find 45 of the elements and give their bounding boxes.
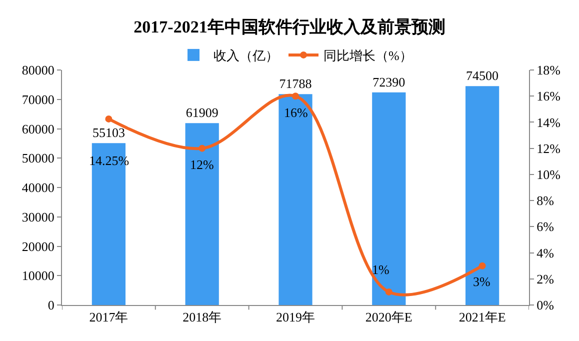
bar — [465, 86, 500, 305]
y-tick-label: 70000 — [22, 92, 54, 107]
data-label: 12% — [190, 157, 214, 172]
legend-label: 收入（亿） — [214, 48, 278, 64]
data-label: 16% — [284, 105, 308, 120]
legend-label: 同比增长（%） — [324, 48, 412, 64]
point — [385, 288, 392, 296]
x-tick-label: 2021年E — [458, 310, 506, 325]
y2-tick-label: 0% — [536, 298, 554, 313]
y2-tick-label: 6% — [536, 219, 554, 234]
data-label: 72390 — [372, 74, 406, 90]
data-label: 3% — [473, 274, 490, 289]
point — [478, 262, 486, 270]
data-label: 71788 — [279, 76, 312, 92]
point — [292, 92, 299, 100]
y-tick-label: 10000 — [22, 268, 54, 284]
point — [198, 144, 206, 152]
bar — [278, 94, 312, 305]
x-tick-label: 2020年E — [365, 310, 412, 325]
y-tick-label: 20000 — [22, 238, 54, 254]
x-tick-label: 2019年 — [276, 310, 315, 325]
y2-tick-label: 10% — [536, 166, 561, 182]
y2-tick-label: 12% — [536, 140, 561, 156]
y2-tick-label: 2% — [536, 271, 554, 286]
data-label: 55103 — [92, 125, 125, 140]
data-label: 74500 — [466, 68, 499, 84]
y2-tick-label: 14% — [536, 114, 561, 130]
data-label: 1% — [372, 262, 390, 277]
point — [105, 115, 112, 122]
y-tick-label: 60000 — [22, 121, 54, 136]
bar — [185, 123, 219, 305]
data-label: 61909 — [186, 105, 218, 120]
y-tick-label: 40000 — [22, 180, 54, 196]
y2-tick-label: 8% — [536, 193, 554, 208]
y2-tick-label: 18% — [536, 62, 561, 78]
y-tick-label: 30000 — [22, 209, 54, 224]
bar — [372, 92, 406, 305]
y2-tick-label: 16% — [536, 88, 561, 104]
y-tick-label: 0 — [48, 298, 54, 313]
y-tick-label: 50000 — [22, 150, 54, 166]
x-tick-label: 2018年 — [182, 310, 222, 325]
y2-tick-label: 4% — [536, 245, 554, 260]
x-tick-label: 2017年 — [89, 310, 128, 325]
y-tick-label: 80000 — [22, 62, 54, 78]
chart-title: 2017-2021年中国软件行业收入及前景预测 — [134, 17, 446, 36]
